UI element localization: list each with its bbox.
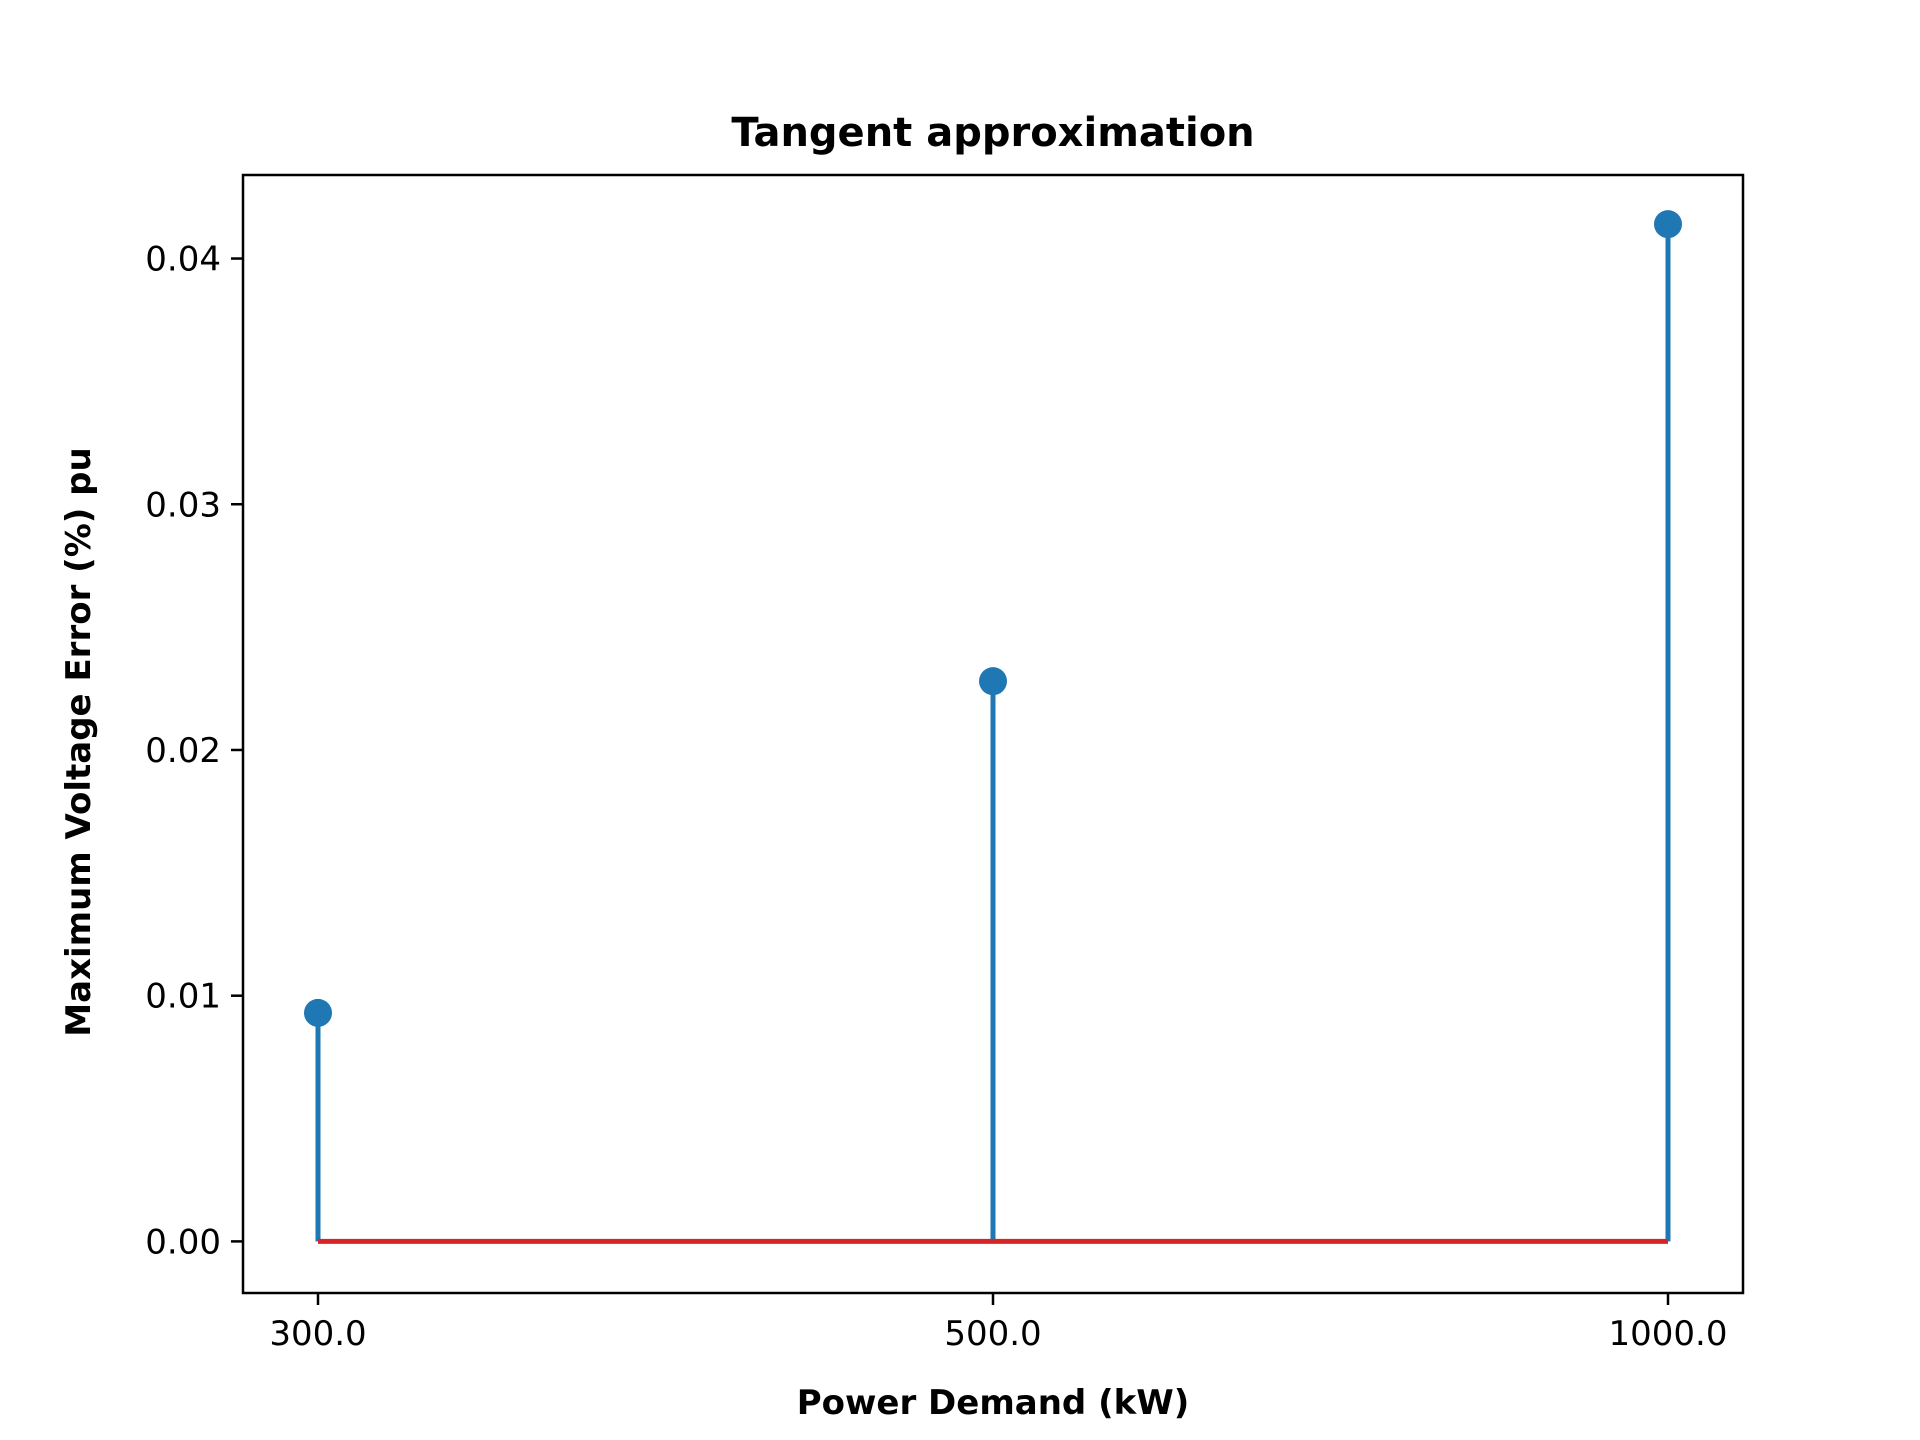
y-tick-label: 0.03 <box>145 485 221 525</box>
y-tick-label: 0.04 <box>145 240 221 280</box>
x-axis-label: Power Demand (kW) <box>797 1383 1190 1423</box>
stem-marker <box>1654 210 1682 239</box>
y-tick-label: 0.01 <box>145 977 221 1017</box>
x-tick-label: 300.0 <box>269 1314 366 1354</box>
chart-title: Tangent approximation <box>731 110 1254 156</box>
y-tick-label: 0.00 <box>145 1222 221 1262</box>
x-tick-label: 500.0 <box>944 1314 1041 1354</box>
x-tick-label: 1000.0 <box>1609 1314 1728 1354</box>
y-tick-label: 0.02 <box>145 731 221 771</box>
plot-area: 0.00 0.01 0.02 0.03 0.04 300.0 500.0 1000.0 <box>145 173 1745 1354</box>
stem-marker <box>979 667 1007 696</box>
y-axis-label: Maximum Voltage Error (%) pu <box>59 447 99 1036</box>
stem-marker <box>304 998 332 1027</box>
